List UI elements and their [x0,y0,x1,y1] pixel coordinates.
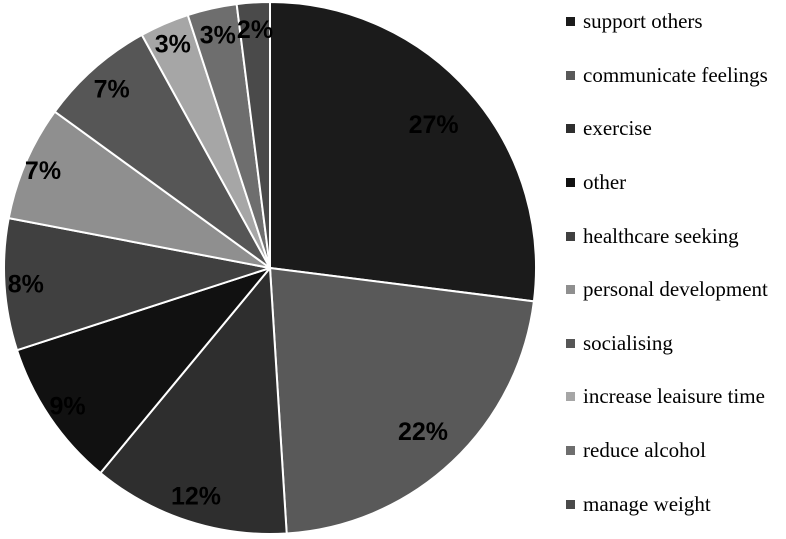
legend-item-support-others: support others [566,0,784,49]
legend-swatch-icon [566,338,575,348]
legend-label: manage weight [583,491,711,516]
legend-swatch-icon [566,499,575,509]
pie-chart: 27%22%12%9%8%7%7%3% 3% 2% [3,1,537,535]
legend-item-socialising: socialising [566,317,784,371]
legend-item-other: other [566,156,784,210]
legend-label: communicate feelings [583,62,768,87]
legend-item-manage-weight: manage weight [566,477,784,531]
legend-item-increase-leaisure-time: increase leaisure time [566,370,784,424]
pie-data-label: 2% [237,16,273,44]
legend-label: socialising [583,330,673,355]
legend-swatch-icon [566,231,575,241]
legend-label: reduce alcohol [583,438,707,463]
pie-data-label: 7% [25,157,61,185]
pie-data-label: 12% [171,483,221,511]
legend-swatch-icon [566,17,575,27]
legend-label: healthcare seeking [583,223,739,248]
pie-slice-communicate-feelings [269,267,535,535]
pie-data-label: 3% [200,21,236,49]
legend-label: personal development [583,277,768,302]
pie-slice-exercise [99,267,288,535]
legend-swatch-icon [566,392,575,402]
pie-slice-socialising [53,33,271,269]
pie-slice-healthcare-seeking [3,217,271,352]
legend-item-exercise: exercise [566,102,784,156]
legend-swatch-icon [566,446,575,456]
pie-data-label: 8% [8,270,44,298]
pie-data-label: 22% [398,418,448,446]
legend-item-communicate-feelings: communicate feelings [566,49,784,103]
pie-data-label: 27% [409,111,459,139]
legend-swatch-icon [566,285,575,295]
pie-data-label: 7% [94,75,130,103]
legend-swatch-icon [566,70,575,80]
legend-label: other [583,170,627,195]
legend-swatch-icon [566,178,575,188]
pie-data-label: 9% [50,393,86,421]
legend-label: increase leaisure time [583,384,765,409]
pie-slice-support-others [269,1,537,303]
legend-item-personal-development: personal development [566,263,784,317]
legend-label: support others [583,9,703,34]
pie-slice-other [16,267,271,474]
legend-item-healthcare-seeking: healthcare seeking [566,209,784,263]
legend-label: exercise [583,116,652,141]
legend-swatch-icon [566,124,575,134]
legend-item-reduce-alcohol: reduce alcohol [566,424,784,478]
pie-data-label: 3% [155,30,191,58]
pie-slice-personal-development [7,110,271,269]
chart-legend: support others communicate feelings exerci… [566,0,784,531]
pie-slice-manage-weight [235,1,271,269]
